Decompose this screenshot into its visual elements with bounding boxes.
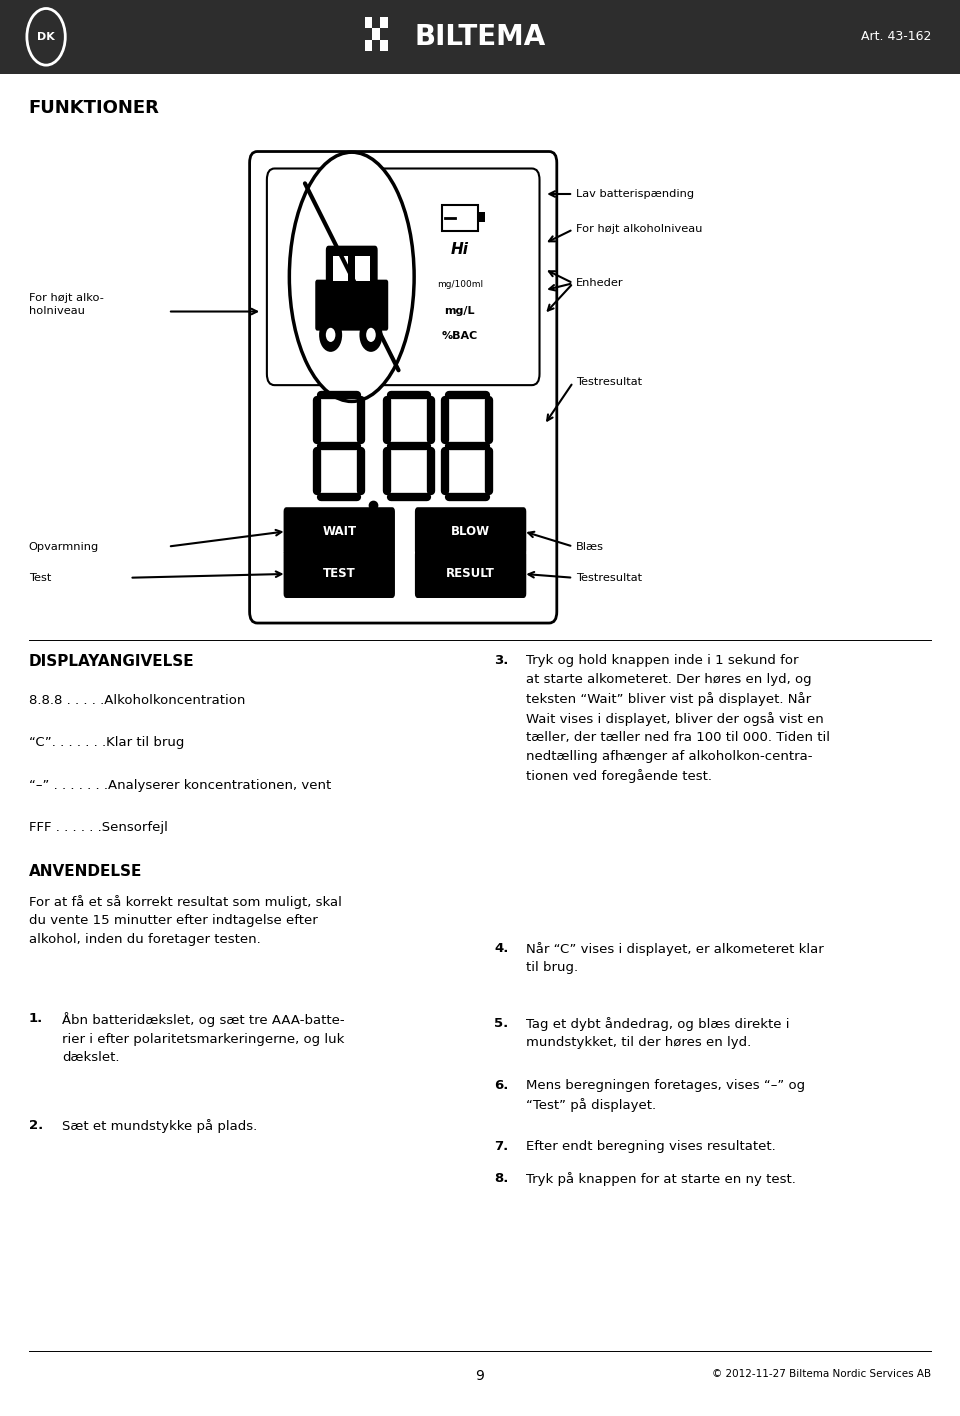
Text: Mens beregningen foretages, vises “–” og
“Test” på displayet.: Mens beregningen foretages, vises “–” og… (526, 1079, 805, 1112)
Text: Sæt et mundstykke på plads.: Sæt et mundstykke på plads. (62, 1119, 257, 1133)
FancyBboxPatch shape (283, 507, 395, 555)
Text: For at få et så korrekt resultat som muligt, skal
du vente 15 minutter efter ind: For at få et så korrekt resultat som mul… (29, 895, 342, 946)
Text: BLOW: BLOW (451, 525, 491, 538)
Circle shape (325, 327, 335, 341)
Text: Opvarmning: Opvarmning (29, 541, 99, 552)
Text: BILTEMA: BILTEMA (415, 23, 545, 51)
Text: RESULT: RESULT (446, 568, 495, 581)
Text: Tag et dybt åndedrag, og blæs direkte i
mundstykket, til der høres en lyd.: Tag et dybt åndedrag, og blæs direkte i … (526, 1017, 789, 1049)
FancyBboxPatch shape (365, 40, 372, 51)
Text: 1.: 1. (29, 1012, 43, 1025)
Text: 8.8.8 . . . . .Alkoholkoncentration: 8.8.8 . . . . .Alkoholkoncentration (29, 694, 245, 707)
Text: TEST: TEST (323, 568, 355, 581)
Text: mg/L: mg/L (444, 306, 475, 316)
Text: 4.: 4. (494, 942, 509, 954)
Text: Testresultat: Testresultat (576, 377, 642, 388)
Text: Art. 43-162: Art. 43-162 (861, 30, 931, 44)
FancyBboxPatch shape (332, 255, 348, 280)
Text: Hi: Hi (451, 242, 468, 258)
Text: FFF . . . . . .Sensorfejl: FFF . . . . . .Sensorfejl (29, 821, 168, 834)
Text: Lav batterispænding: Lav batterispænding (576, 188, 694, 200)
Text: Enheder: Enheder (576, 278, 624, 289)
Text: DK: DK (37, 31, 55, 42)
Text: 9: 9 (475, 1369, 485, 1383)
Text: DISPLAYANGIVELSE: DISPLAYANGIVELSE (29, 654, 195, 670)
Circle shape (319, 317, 342, 351)
FancyBboxPatch shape (315, 279, 388, 330)
Text: %BAC: %BAC (442, 331, 478, 341)
Text: © 2012-11-27 Biltema Nordic Services AB: © 2012-11-27 Biltema Nordic Services AB (712, 1369, 931, 1379)
Text: Blæs: Blæs (576, 541, 604, 552)
Text: 7.: 7. (494, 1140, 509, 1153)
FancyBboxPatch shape (354, 255, 370, 280)
Text: mg/100ml: mg/100ml (437, 280, 483, 289)
Text: 5.: 5. (494, 1017, 509, 1029)
Text: Efter endt beregning vises resultatet.: Efter endt beregning vises resultatet. (526, 1140, 776, 1153)
Text: Når “C” vises i displayet, er alkometeret klar
til brug.: Når “C” vises i displayet, er alkometere… (526, 942, 824, 974)
Text: FUNKTIONER: FUNKTIONER (29, 99, 159, 118)
Text: Test: Test (29, 572, 51, 583)
Text: 6.: 6. (494, 1079, 509, 1092)
Text: Testresultat: Testresultat (576, 572, 642, 583)
Text: 8.: 8. (494, 1172, 509, 1185)
FancyBboxPatch shape (442, 205, 478, 231)
Text: “C”. . . . . . .Klar til brug: “C”. . . . . . .Klar til brug (29, 736, 184, 749)
FancyBboxPatch shape (372, 28, 380, 40)
FancyBboxPatch shape (283, 549, 395, 598)
Text: 2.: 2. (29, 1119, 43, 1131)
FancyBboxPatch shape (325, 245, 377, 290)
Text: For højt alkoholniveau: For højt alkoholniveau (576, 224, 703, 235)
Text: WAIT: WAIT (323, 525, 356, 538)
Text: 3.: 3. (494, 654, 509, 667)
FancyBboxPatch shape (380, 40, 388, 51)
Text: For højt alko-
holniveau: For højt alko- holniveau (29, 293, 104, 316)
Text: Tryk på knappen for at starte en ny test.: Tryk på knappen for at starte en ny test… (526, 1172, 796, 1187)
Text: Tryk og hold knappen inde i 1 sekund for
at starte alkometeret. Der høres en lyd: Tryk og hold knappen inde i 1 sekund for… (526, 654, 830, 783)
Circle shape (366, 327, 375, 341)
FancyBboxPatch shape (380, 17, 388, 28)
FancyBboxPatch shape (478, 211, 485, 222)
FancyBboxPatch shape (415, 549, 526, 598)
FancyBboxPatch shape (0, 0, 960, 74)
FancyBboxPatch shape (267, 169, 540, 385)
Ellipse shape (289, 152, 414, 401)
Circle shape (359, 317, 382, 351)
FancyBboxPatch shape (415, 507, 526, 555)
Text: “–” . . . . . . .Analyserer koncentrationen, vent: “–” . . . . . . .Analyserer koncentratio… (29, 779, 331, 792)
FancyBboxPatch shape (365, 17, 372, 28)
Text: Åbn batteridækslet, og sæt tre AAA-batte-
rier i efter polaritetsmarkeringerne, : Åbn batteridækslet, og sæt tre AAA-batte… (62, 1012, 345, 1065)
Text: ANVENDELSE: ANVENDELSE (29, 864, 142, 879)
FancyBboxPatch shape (250, 152, 557, 623)
